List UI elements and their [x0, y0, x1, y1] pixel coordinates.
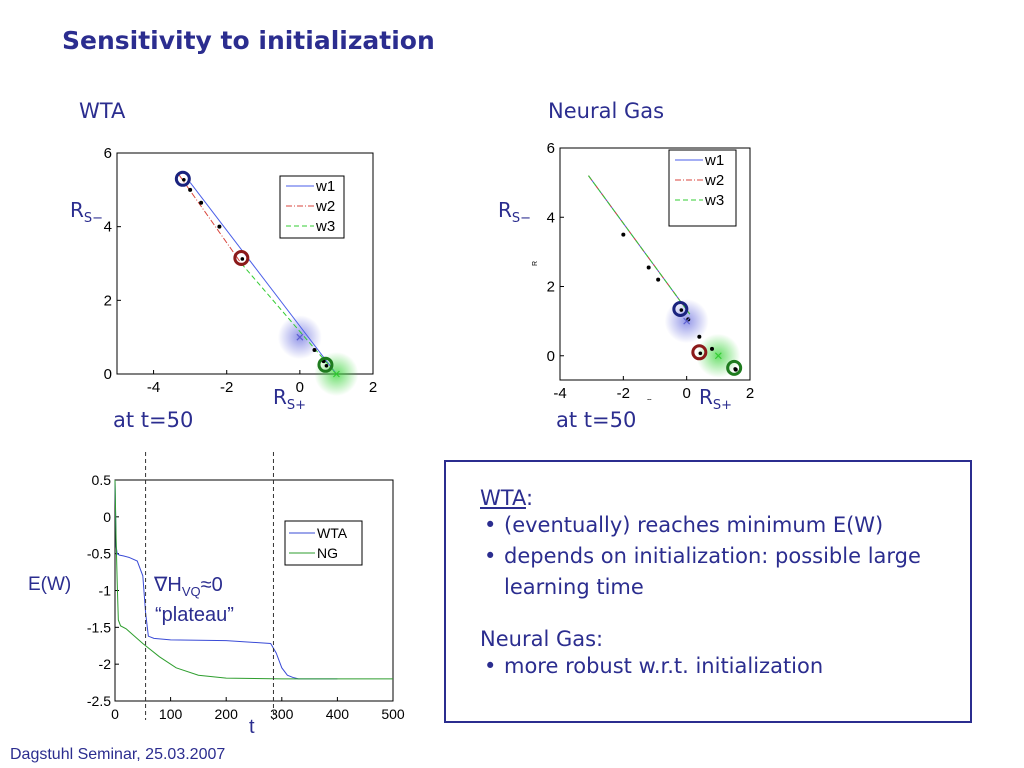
x-tick-label: 0: [682, 385, 690, 400]
gradient-annotation: ∇HVQ≈0: [154, 574, 223, 599]
time-label-right: at t=50: [556, 408, 637, 432]
series-line-WTA: [114, 479, 338, 680]
series-line-w2: [588, 175, 691, 315]
error-plot: 0 100 200 300 400 500 0.5 0 -0.5 -1 -1.5 -2 -2.5 WTA N…: [87, 452, 405, 722]
prototype-marker: [233, 249, 250, 266]
x-tick-label: -4: [553, 385, 566, 400]
cross-mark: [714, 352, 722, 360]
y-tick-label: 0: [103, 509, 111, 525]
ng-plot: -4 -2 0 2 0 2 4 6 w1 w2 w3 R R: [532, 140, 754, 400]
list-item: depends on initialization: possible larg…: [480, 541, 960, 603]
data-point: [199, 200, 204, 205]
prototype-center: [733, 367, 737, 371]
x-tick-label: -2: [220, 379, 233, 396]
x-tick-label: -2: [617, 385, 630, 400]
x-tick-label: 500: [381, 706, 405, 722]
y-tick-label: -2: [99, 656, 112, 672]
t-label: t: [249, 716, 255, 738]
x-tick-label: 400: [326, 706, 350, 722]
legend-label: w1: [704, 152, 724, 169]
legend-label: WTA: [317, 525, 348, 541]
rs-minus-left: RS−: [70, 198, 104, 226]
data-point: [621, 232, 626, 237]
y-tick-label: 0: [104, 366, 112, 383]
wta-label: WTA: [79, 99, 126, 123]
prototype-center: [182, 177, 186, 182]
neural-gas-label: Neural Gas: [548, 99, 665, 123]
series-line-w3: [588, 175, 691, 315]
series-line-w2: [178, 174, 242, 264]
footer: Dagstuhl Seminar, 25.03.2007: [10, 746, 226, 763]
series-line-w1: [189, 182, 337, 375]
data-point: [710, 346, 714, 351]
prototype-marker: [317, 356, 334, 373]
y-tick-label: 6: [104, 145, 112, 162]
wta-list: (eventually) reaches minimum E(W) depend…: [480, 510, 960, 603]
legend-label: NG: [317, 545, 338, 561]
legend-label: w1: [315, 178, 335, 195]
y-tick-label: -1.5: [87, 619, 111, 635]
ng-heading: Neural Gas:: [480, 627, 604, 651]
y-tick-label: 2: [104, 292, 112, 309]
slide-title: Sensitivity to initialization: [62, 26, 435, 55]
y-tick-label: 0.5: [92, 472, 112, 488]
y-tick-label: 4: [104, 219, 112, 236]
prototype-center: [698, 351, 703, 356]
rs-plus-right: RS+: [699, 385, 733, 413]
data-point: [646, 265, 651, 270]
data-point: [188, 187, 193, 192]
legend-box: [284, 520, 363, 566]
list-item: (eventually) reaches minimum E(W): [480, 510, 960, 541]
data-point: [697, 334, 702, 339]
rs-plus-left: RS+: [273, 385, 307, 413]
plateau-annotation: “plateau”: [155, 604, 234, 626]
data-point: [656, 277, 661, 282]
time-label-left: at t=50: [113, 408, 194, 432]
prototype-marker: [691, 344, 708, 361]
data-point: [217, 224, 222, 229]
ng-list: more robust w.r.t. initialization: [480, 651, 960, 682]
series-line-NG: [114, 479, 393, 680]
legend-label: w3: [315, 218, 335, 235]
x-tick-label: 300: [270, 706, 294, 722]
y-tick-label: 2: [547, 279, 555, 296]
prototype-marker: [672, 301, 689, 318]
legend-label: w2: [315, 198, 335, 215]
wta-plot: -4 -2 0 2 0 2 4 6 w1 w2 w3: [104, 145, 377, 396]
x-tick-label: 200: [215, 706, 239, 722]
x-tick-label: 2: [746, 385, 754, 400]
cross-mark: [296, 333, 304, 341]
plot-frame: [114, 479, 394, 702]
x-tick-label: -4: [147, 379, 160, 396]
series-line-w3: [240, 263, 337, 375]
legend-label: w3: [704, 192, 724, 209]
y-tick-label: -0.5: [87, 546, 111, 562]
tiny-y-axis-label: R: [532, 261, 539, 266]
legend-box: [668, 149, 737, 227]
prototype-center: [679, 308, 684, 312]
x-tick-label: 0: [111, 706, 119, 722]
ew-label: E(W): [28, 574, 72, 595]
prototype-marker: [726, 359, 743, 376]
cross-mark: [333, 370, 340, 378]
x-tick-label: 0: [296, 379, 304, 396]
x-tick-label: 100: [159, 706, 183, 722]
list-item: more robust w.r.t. initialization: [480, 651, 960, 682]
y-tick-label: 4: [547, 209, 555, 226]
rs-minus-right: RS−: [498, 198, 532, 226]
legend-label: w2: [704, 172, 724, 189]
data-point: [312, 348, 317, 353]
cross-mark: [683, 317, 691, 325]
y-tick-label: -2.5: [87, 693, 111, 709]
y-tick-label: 6: [547, 140, 555, 157]
x-tick-label: 2: [369, 379, 377, 396]
prototype-center: [324, 363, 329, 368]
tiny-x-axis-label: R: [647, 399, 652, 400]
prototype-marker: [174, 170, 191, 187]
wta-heading: WTA:: [480, 486, 534, 510]
summary-box: WTA: (eventually) reaches minimum E(W) d…: [444, 460, 972, 723]
y-tick-label: 0: [547, 348, 555, 365]
prototype-center: [240, 257, 245, 261]
y-tick-label: -1: [99, 583, 112, 599]
